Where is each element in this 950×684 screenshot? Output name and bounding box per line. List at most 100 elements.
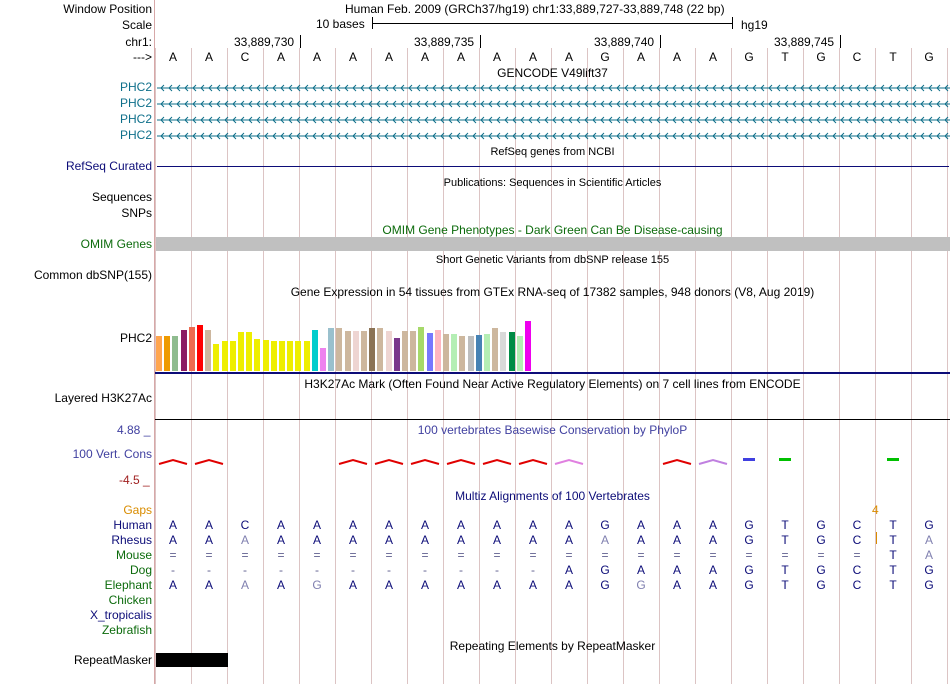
gtex-tissue-bar[interactable] — [279, 341, 285, 371]
gtex-tissue-bar[interactable] — [352, 331, 359, 371]
gtex-tissue-bar[interactable] — [254, 339, 261, 371]
pubs-sequences-label[interactable]: Sequences — [91, 190, 152, 204]
alignment-base: = — [781, 548, 789, 562]
gtex-tissue-bar[interactable] — [164, 335, 171, 371]
gtex-tissue-bar[interactable] — [492, 328, 499, 371]
gtex-title[interactable]: Gene Expression in 54 tissues from GTEx … — [290, 285, 815, 299]
pubs-snps-label[interactable]: SNPs — [121, 206, 152, 220]
gtex-tissue-bar[interactable] — [172, 335, 179, 371]
gtex-tissue-bar[interactable] — [295, 341, 302, 371]
multiz-title[interactable]: Multiz Alignments of 100 Vertebrates — [455, 489, 650, 503]
gencode-transcript-line[interactable] — [157, 115, 950, 125]
gtex-tissue-bar[interactable] — [262, 340, 269, 371]
species-label[interactable]: Mouse — [115, 548, 152, 562]
gencode-title[interactable]: GENCODE V49lift37 — [497, 66, 608, 80]
dbsnp-title[interactable]: Short Genetic Variants from dbSNP releas… — [435, 254, 670, 266]
omim-label[interactable]: OMIM Genes — [80, 237, 152, 251]
gtex-tissue-bar[interactable] — [221, 341, 228, 371]
alignment-base: - — [531, 563, 535, 577]
strand-chevron — [672, 100, 677, 108]
gtex-tissue-bar[interactable] — [246, 331, 253, 371]
omim-gene-bar[interactable] — [156, 237, 950, 251]
gtex-tissue-bar[interactable] — [508, 331, 515, 371]
species-label[interactable]: Elephant — [104, 578, 152, 592]
gtex-tissue-bar[interactable] — [205, 329, 212, 371]
phylop-conservation-plot[interactable] — [155, 448, 950, 472]
gtex-tissue-bar[interactable] — [344, 331, 351, 371]
gtex-tissue-bar[interactable] — [180, 329, 187, 371]
gtex-tissue-bar[interactable] — [328, 328, 335, 371]
gtex-tissue-bar[interactable] — [361, 330, 367, 371]
gtex-tissue-bar[interactable] — [418, 326, 425, 371]
gtex-tissue-bar[interactable] — [525, 321, 531, 371]
pubs-title[interactable]: Publications: Sequences in Scientific Ar… — [443, 177, 662, 189]
strand-chevron — [800, 116, 805, 124]
phylop-title[interactable]: 100 vertebrates Basewise Conservation by… — [417, 423, 688, 437]
strand-chevron — [488, 116, 493, 124]
gencode-transcript-line[interactable] — [157, 131, 950, 141]
gtex-tissue-bar[interactable] — [451, 334, 458, 371]
gtex-tissue-bar[interactable] — [377, 328, 384, 371]
gtex-tissue-bar[interactable] — [238, 331, 244, 371]
gtex-tissue-bar[interactable] — [188, 326, 195, 371]
gtex-tissue-bar[interactable] — [270, 341, 277, 371]
strand-chevron — [440, 116, 445, 124]
gtex-tissue-bar[interactable] — [402, 331, 408, 371]
gap-count-mark[interactable]: 4 — [872, 503, 879, 517]
repeatmasker-label[interactable]: RepeatMasker — [73, 653, 152, 667]
window-position-value[interactable]: Human Feb. 2009 (GRCh37/hg19) chr1:33,88… — [345, 2, 725, 16]
species-label[interactable]: X_tropicalis — [89, 608, 152, 622]
gtex-tissue-bar[interactable] — [303, 341, 310, 371]
species-label[interactable]: Human — [113, 518, 152, 532]
gtex-tissue-bar[interactable] — [197, 324, 203, 371]
refseq-title[interactable]: RefSeq genes from NCBI — [490, 146, 615, 158]
repeatmasker-element[interactable] — [156, 653, 228, 667]
species-label[interactable]: Dog — [129, 563, 152, 577]
refseq-gene-line[interactable] — [157, 166, 949, 167]
strand-chevron — [680, 100, 685, 108]
gtex-tissue-bar[interactable] — [434, 329, 441, 371]
gtex-tissue-bar[interactable] — [213, 344, 220, 371]
gtex-tissue-bar[interactable] — [287, 341, 294, 371]
gtex-tissue-bar[interactable] — [426, 333, 433, 371]
gtex-tissue-bar[interactable] — [156, 335, 162, 371]
phylop-label[interactable]: 100 Vert. Cons — [72, 447, 152, 461]
gtex-tissue-bar[interactable] — [229, 341, 236, 371]
gtex-tissue-bar[interactable] — [410, 331, 417, 371]
alignment-base: A — [636, 563, 645, 577]
gtex-tissue-bar[interactable] — [467, 336, 474, 371]
gencode-transcript-label[interactable]: PHC2 — [119, 112, 152, 126]
gtex-tissue-bar[interactable] — [311, 329, 318, 371]
gap-insertion-mark[interactable] — [876, 532, 877, 544]
gtex-tissue-bar[interactable] — [336, 328, 343, 371]
gencode-transcript-line[interactable] — [157, 99, 950, 109]
gtex-tissue-bar[interactable] — [385, 331, 392, 371]
repeatmasker-title[interactable]: Repeating Elements by RepeatMasker — [449, 639, 656, 653]
strand-chevron — [672, 116, 677, 124]
omim-title[interactable]: OMIM Gene Phenotypes - Dark Green Can Be… — [382, 223, 723, 237]
strand-chevron — [376, 84, 381, 92]
gencode-transcript-label[interactable]: PHC2 — [119, 80, 152, 94]
gtex-tissue-bar[interactable] — [475, 334, 482, 371]
gencode-transcript-line[interactable] — [157, 83, 950, 93]
h3k27ac-title[interactable]: H3K27Ac Mark (Often Found Near Active Re… — [304, 377, 801, 391]
strand-chevron — [472, 132, 477, 140]
refseq-label[interactable]: RefSeq Curated — [65, 159, 152, 173]
gtex-tissue-bar[interactable] — [369, 328, 376, 371]
gtex-expression-chart[interactable] — [156, 300, 536, 371]
gtex-tissue-bar[interactable] — [500, 331, 507, 371]
gtex-label[interactable]: PHC2 — [119, 331, 152, 345]
gtex-tissue-bar[interactable] — [393, 338, 400, 371]
gtex-tissue-bar[interactable] — [459, 335, 466, 371]
species-label[interactable]: Zebrafish — [101, 623, 152, 637]
gtex-tissue-bar[interactable] — [443, 334, 449, 371]
dbsnp-label[interactable]: Common dbSNP(155) — [33, 268, 152, 282]
gtex-tissue-bar[interactable] — [320, 347, 326, 371]
gtex-tissue-bar[interactable] — [516, 335, 523, 371]
gtex-tissue-bar[interactable] — [484, 334, 490, 371]
species-label[interactable]: Rhesus — [111, 533, 152, 547]
h3k27ac-label[interactable]: Layered H3K27Ac — [54, 391, 152, 405]
gencode-transcript-label[interactable]: PHC2 — [119, 96, 152, 110]
species-label[interactable]: Chicken — [108, 593, 152, 607]
gencode-transcript-label[interactable]: PHC2 — [119, 128, 152, 142]
